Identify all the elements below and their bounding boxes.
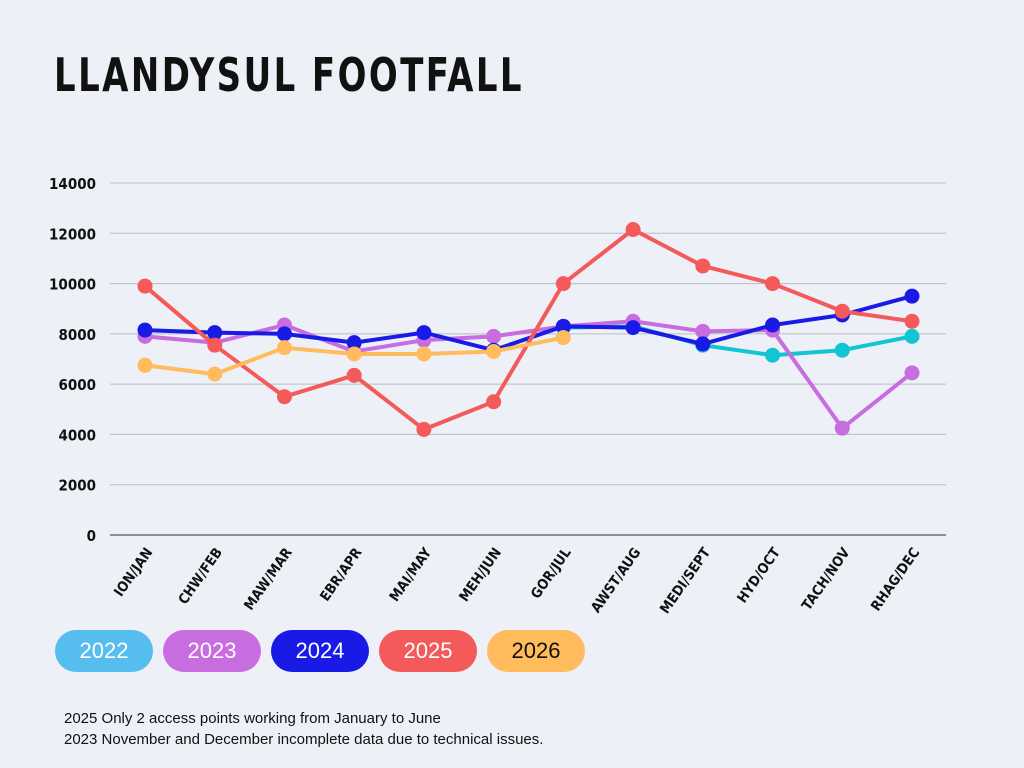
series-2024 [137, 288, 920, 358]
x-tick-label: GOR/JUL [528, 545, 575, 602]
x-tick-label: MEH/JUN [456, 545, 505, 605]
data-point-2026 [137, 357, 153, 373]
data-point-2026 [346, 346, 362, 362]
data-point-2026 [276, 340, 292, 356]
x-tick-label: TACH/NOV [799, 545, 854, 614]
data-point-2025 [276, 389, 292, 405]
data-point-2023 [834, 420, 850, 436]
y-tick-label: 4000 [58, 426, 96, 444]
data-point-2025 [695, 258, 711, 274]
y-tick-label: 12000 [49, 225, 96, 243]
data-point-2023 [904, 365, 920, 381]
data-point-2022 [765, 347, 781, 363]
data-point-2024 [276, 326, 292, 342]
x-tick-label: ION/JAN [111, 545, 156, 600]
data-point-2026 [486, 343, 502, 359]
y-tick-label: 0 [87, 527, 96, 545]
data-point-2025 [834, 303, 850, 319]
data-point-2022 [904, 328, 920, 344]
series-line-2024 [143, 294, 914, 353]
legend-item-2026: 2026 [487, 630, 585, 672]
data-point-2024 [346, 335, 362, 351]
y-tick-label: 8000 [58, 326, 96, 344]
chart-notes: 2025 Only 2 access points working from J… [64, 708, 543, 750]
series-line-2023 [143, 319, 914, 431]
data-point-2025 [765, 276, 781, 292]
data-point-2025 [904, 313, 920, 329]
x-tick-label: MAI/MAY [387, 544, 436, 604]
data-point-2025 [625, 222, 641, 238]
legend-item-2022: 2022 [55, 630, 153, 672]
x-tick-label: MEDI/SEPT [657, 545, 714, 617]
data-point-2024 [416, 325, 432, 341]
data-point-2024 [137, 322, 153, 338]
data-point-2025 [555, 276, 571, 292]
data-point-2025 [486, 394, 502, 410]
chart-legend: 2022 2023 2024 2025 2026 [55, 630, 585, 672]
series-2026 [137, 330, 571, 382]
x-tick-label: AWST/AUG [588, 545, 644, 616]
data-point-2024 [207, 325, 223, 341]
chart-title: LLANDYSUL FOOTFALL [54, 48, 525, 102]
x-tick-label: RHAG/DEC [868, 545, 923, 614]
data-point-2025 [137, 278, 153, 294]
legend-item-2023: 2023 [163, 630, 261, 672]
legend-item-2025: 2025 [379, 630, 477, 672]
x-tick-label: CHW/FEB [176, 545, 226, 607]
data-point-2024 [625, 320, 641, 336]
data-point-2023 [695, 323, 711, 339]
data-point-2022 [834, 342, 850, 358]
legend-item-2024: 2024 [271, 630, 369, 672]
data-point-2025 [416, 421, 432, 437]
data-point-2026 [555, 330, 571, 346]
data-point-2024 [695, 336, 711, 352]
data-point-2026 [207, 366, 223, 382]
data-point-2023 [486, 328, 502, 344]
data-point-2024 [765, 317, 781, 333]
data-point-2025 [207, 337, 223, 353]
y-tick-label: 2000 [58, 477, 96, 495]
y-tick-label: 6000 [58, 376, 96, 394]
data-point-2025 [346, 367, 362, 383]
note-2025: 2025 Only 2 access points working from J… [64, 710, 441, 727]
y-tick-label: 14000 [49, 175, 96, 193]
data-point-2026 [416, 346, 432, 362]
x-tick-label: HYD/OCT [734, 545, 784, 606]
x-tick-label: EBR/APR [317, 545, 365, 605]
x-tick-label: MAW/MAR [241, 545, 296, 614]
data-point-2024 [904, 288, 920, 304]
y-tick-label: 10000 [49, 276, 96, 294]
note-2023: 2023 November and December incomplete da… [64, 731, 544, 748]
data-point-2024 [555, 318, 571, 334]
